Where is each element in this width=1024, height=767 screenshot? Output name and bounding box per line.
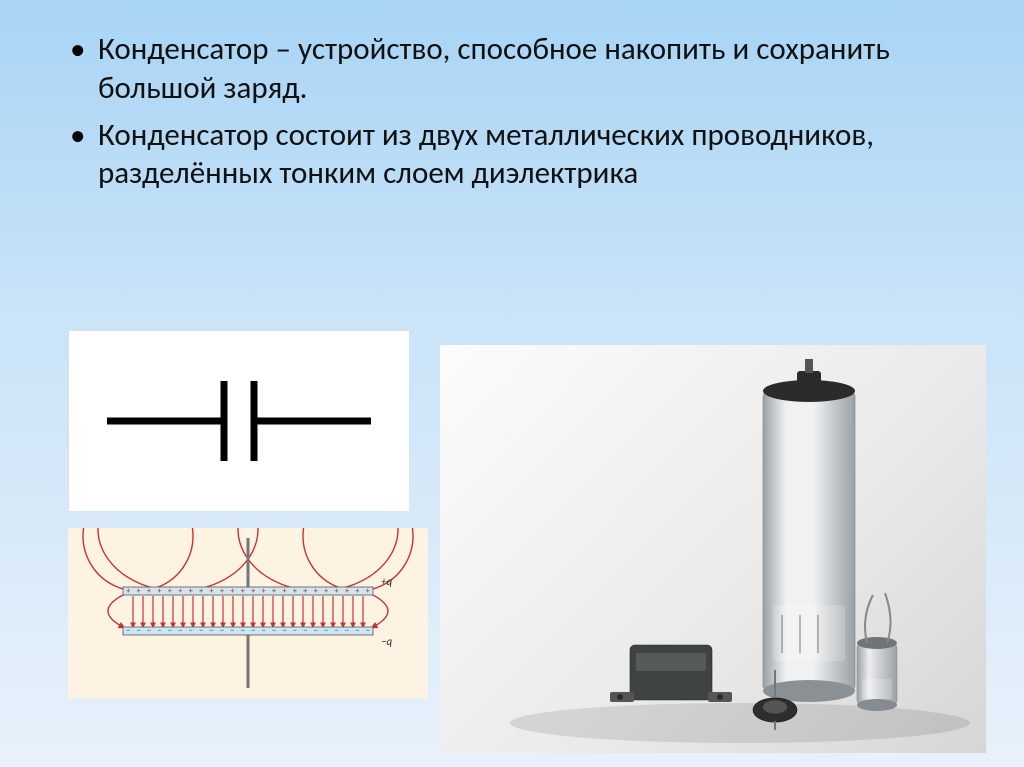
- svg-text:+: +: [168, 586, 172, 596]
- svg-text:+: +: [282, 586, 286, 596]
- svg-text:−: −: [188, 625, 192, 636]
- svg-text:−: −: [168, 625, 172, 636]
- svg-text:−: −: [293, 625, 297, 636]
- svg-text:+: +: [272, 586, 276, 596]
- capacitor-symbol-panel: [68, 330, 408, 510]
- svg-text:+: +: [210, 586, 214, 596]
- svg-text:+: +: [230, 586, 234, 596]
- capacitor-photo-panel: [440, 345, 986, 753]
- left-image-column: + − + − + − + − + − + − + − + − + − + − + − + − + − + − + − + − + − + − + − + −…: [68, 330, 428, 698]
- svg-text:−: −: [157, 625, 161, 636]
- bullet-item: Конденсатор состоит из двух металлически…: [70, 116, 984, 194]
- bullet-list: Конденсатор – устройство, способное нако…: [70, 30, 984, 193]
- svg-text:+: +: [324, 586, 328, 596]
- svg-text:−: −: [126, 625, 130, 636]
- svg-text:−: −: [209, 625, 213, 636]
- svg-text:+: +: [314, 586, 318, 596]
- bullet-text: Конденсатор – устройство, способное нако…: [98, 30, 890, 107]
- svg-text:+: +: [366, 586, 370, 596]
- bullet-text: Конденсатор состоит из двух металлически…: [98, 116, 874, 193]
- svg-text:−: −: [178, 625, 182, 636]
- svg-text:+: +: [147, 586, 151, 596]
- svg-text:−q: −q: [381, 635, 392, 648]
- svg-text:+q: +q: [381, 575, 392, 588]
- svg-text:−: −: [355, 625, 359, 636]
- svg-text:−: −: [282, 625, 286, 636]
- capacitor-photo-svg: [440, 345, 986, 753]
- svg-text:+: +: [251, 586, 255, 596]
- field-lines-svg: + − + − + − + − + − + − + − + − + − + − + − + − + − + − + − + − + − + − + − + −…: [68, 528, 428, 698]
- svg-text:+: +: [157, 586, 161, 596]
- svg-text:+: +: [345, 586, 349, 596]
- svg-text:−: −: [303, 625, 307, 636]
- svg-text:+: +: [303, 586, 307, 596]
- svg-text:+: +: [189, 586, 193, 596]
- svg-text:+: +: [355, 586, 359, 596]
- svg-text:+: +: [335, 586, 339, 596]
- svg-text:+: +: [126, 586, 130, 596]
- svg-text:+: +: [241, 586, 245, 596]
- svg-text:−: −: [334, 625, 338, 636]
- svg-text:−: −: [345, 625, 349, 636]
- svg-text:−: −: [272, 625, 276, 636]
- svg-text:−: −: [261, 625, 265, 636]
- svg-text:+: +: [293, 586, 297, 596]
- svg-text:+: +: [137, 586, 141, 596]
- svg-text:−: −: [136, 625, 140, 636]
- svg-text:−: −: [251, 625, 255, 636]
- svg-text:+: +: [199, 586, 203, 596]
- svg-text:−: −: [147, 625, 151, 636]
- bullet-item: Конденсатор – устройство, способное нако…: [70, 30, 984, 108]
- slide: Конденсатор – устройство, способное нако…: [0, 0, 1024, 767]
- svg-text:−: −: [366, 625, 370, 636]
- svg-text:−: −: [241, 625, 245, 636]
- capacitor-symbol-svg: [69, 331, 409, 511]
- svg-text:−: −: [220, 625, 224, 636]
- svg-text:−: −: [199, 625, 203, 636]
- svg-text:−: −: [230, 625, 234, 636]
- svg-text:−: −: [324, 625, 328, 636]
- svg-text:+: +: [178, 586, 182, 596]
- svg-text:+: +: [220, 586, 224, 596]
- svg-text:−: −: [313, 625, 317, 636]
- field-lines-panel: + − + − + − + − + − + − + − + − + − + − + − + − + − + − + − + − + − + − + − + −…: [68, 528, 428, 698]
- svg-text:+: +: [262, 586, 266, 596]
